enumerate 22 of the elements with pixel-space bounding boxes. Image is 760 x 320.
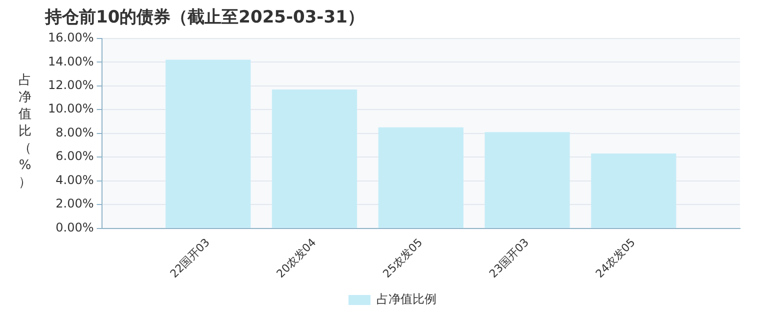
bar xyxy=(591,154,676,228)
y-tick-label: 0.00% xyxy=(56,220,94,234)
bar xyxy=(378,127,464,228)
x-tick-label: 25农发05 xyxy=(380,236,426,280)
x-tick-label: 24农发05 xyxy=(593,236,638,280)
y-tick-label: 12.00% xyxy=(48,78,94,92)
bar xyxy=(272,89,358,228)
y-tick-label: 16.00% xyxy=(48,30,94,45)
bar xyxy=(484,132,570,228)
y-axis-title: 占净值比（%） xyxy=(18,72,32,191)
legend-label: 占净值比例 xyxy=(376,292,436,306)
y-tick-label: 10.00% xyxy=(48,102,94,116)
y-tick-label: 4.00% xyxy=(56,172,94,187)
y-tick-label: 2.00% xyxy=(56,196,94,211)
chart-title: 持仓前10的债券（截止至2025-03-31） xyxy=(44,8,364,28)
x-tick-label: 23国开03 xyxy=(486,236,532,280)
x-tick-label: 20农发04 xyxy=(274,236,319,280)
y-tick-label: 8.00% xyxy=(56,125,94,140)
y-tick-label: 6.00% xyxy=(56,149,94,164)
x-tick-label: 22国开03 xyxy=(168,236,212,280)
y-tick-label: 14.00% xyxy=(48,54,94,68)
bar xyxy=(166,60,251,228)
